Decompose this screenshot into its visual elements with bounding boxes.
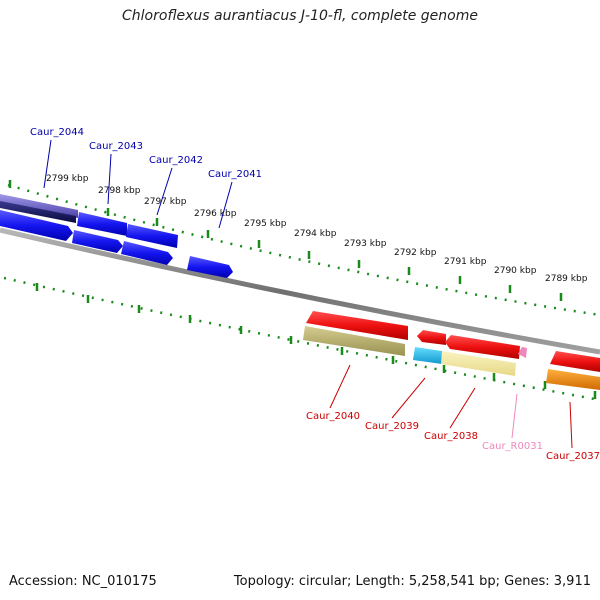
cds-arrow-caur-2037 [550, 351, 600, 372]
cds-arrow-caur-2043b [72, 230, 123, 253]
gene-leader-line [156, 167, 173, 216]
outer-tick-ring [7, 183, 600, 317]
cds-arrow-caur-2044 [0, 210, 73, 241]
cds-arrow-caur-2039 [417, 330, 446, 345]
accession-label: Accession: NC_010175 [9, 574, 157, 589]
gene-label[interactable]: Caur_2038 [424, 431, 478, 442]
gene-label[interactable]: Caur_2043 [89, 141, 143, 152]
gene-leader-line [449, 387, 476, 429]
cds-arrow-caur-2040 [306, 311, 408, 340]
gene-label[interactable]: Caur_2041 [208, 169, 262, 180]
gene-label[interactable]: Caur_2039 [365, 421, 419, 432]
cog-bar-caur-2037 [546, 369, 600, 390]
gene-leader-line [218, 181, 233, 229]
ruler-tick-label: 2795 kbp [244, 219, 287, 229]
cog-bar-caur-2038 [441, 351, 516, 376]
ruler-tick-label: 2791 kbp [444, 257, 487, 267]
cds-arrow-caur-2042 [126, 224, 178, 248]
gene-leader-line [107, 153, 112, 205]
gene-label[interactable]: Caur_2042 [149, 155, 203, 166]
cog-bar-caur-2044-dark [0, 201, 76, 223]
cog-bar-caur-2040 [303, 326, 405, 356]
gene-leader-line [391, 377, 426, 419]
genome-summary: Topology: circular; Length: 5,258,541 bp… [233, 574, 591, 589]
gene-leader-line [329, 364, 351, 409]
ruler-tick-label: 2798 kbp [98, 186, 141, 196]
ruler-tick-label: 2789 kbp [545, 274, 588, 284]
gene-leader-line [43, 139, 52, 189]
ruler-tick-label: 2794 kbp [294, 229, 337, 239]
gene-leader-line [511, 393, 518, 439]
rna-arrow-caur-r0031 [518, 347, 527, 358]
cds-arrow-caur-2038 [445, 335, 520, 359]
gene-label[interactable]: Caur_2044 [30, 127, 84, 138]
cog-bar-caur-2039 [413, 347, 442, 364]
ruler-tick-label: 2793 kbp [344, 239, 387, 249]
gene-labels: Caur_2044 Caur_2043 Caur_2042 Caur_2041 Caur… [30, 127, 600, 462]
cog-bar-caur-2044 [0, 194, 78, 218]
gene-label[interactable]: Caur_2037 [546, 451, 600, 462]
gene-label[interactable]: Caur_2040 [306, 411, 360, 422]
ruler-tick-label: 2792 kbp [394, 248, 437, 258]
cds-arrow-caur-2043 [77, 212, 127, 236]
ruler-tick-label: 2790 kbp [494, 266, 537, 276]
cds-arrow-caur-2041 [187, 256, 233, 278]
ruler-tick-label: 2797 kbp [144, 197, 187, 207]
ruler-tick-label: 2796 kbp [194, 209, 237, 219]
ruler-tick-label: 2799 kbp [46, 174, 89, 184]
map-title: Chloroflexus aurantiacus J-10-fl, comple… [122, 8, 478, 24]
cds-arrow-caur-2042b [121, 241, 173, 265]
major-ticks [8, 180, 597, 399]
genome-backbone [0, 227, 600, 355]
gene-leader-line [569, 401, 573, 449]
gene-label[interactable]: Caur_R0031 [482, 441, 543, 452]
